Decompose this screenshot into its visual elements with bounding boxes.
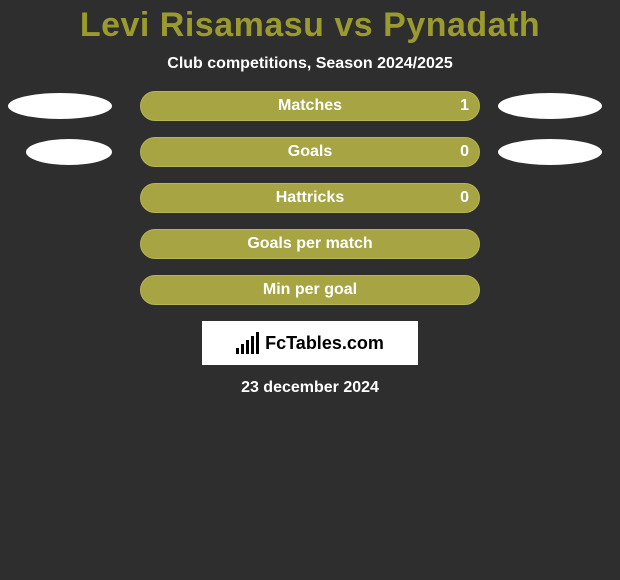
logo-text: FcTables.com [265,333,384,354]
stat-bar: Matches 1 [140,91,480,121]
left-ellipse [26,139,112,165]
stat-row: Matches 1 [0,91,620,121]
page-title: Levi Risamasu vs Pynadath [0,6,620,45]
right-ellipse [498,93,602,119]
stat-right-value: 0 [460,143,469,161]
stat-row: Goals per match [0,229,620,259]
stat-right-value: 1 [460,97,469,115]
datestamp: 23 december 2024 [0,379,620,397]
subtitle: Club competitions, Season 2024/2025 [0,55,620,73]
stat-bar: Min per goal [140,275,480,305]
stat-label: Min per goal [263,281,357,299]
stat-row: Goals 0 [0,137,620,167]
logo-box: FcTables.com [202,321,418,365]
stat-label: Matches [278,97,342,115]
stat-label: Goals [288,143,332,161]
stat-bar: Goals per match [140,229,480,259]
comparison-canvas: Levi Risamasu vs Pynadath Club competiti… [0,0,620,580]
stat-bar: Goals 0 [140,137,480,167]
stat-right-value: 0 [460,189,469,207]
left-ellipse [8,93,112,119]
stats-rows: Matches 1 Goals 0 Hattricks 0 Goals per match M… [0,91,620,305]
bar-chart-icon [236,332,259,354]
stat-bar: Hattricks 0 [140,183,480,213]
stat-label: Goals per match [247,235,372,253]
stat-label: Hattricks [276,189,344,207]
stat-row: Hattricks 0 [0,183,620,213]
stat-row: Min per goal [0,275,620,305]
right-ellipse [498,139,602,165]
